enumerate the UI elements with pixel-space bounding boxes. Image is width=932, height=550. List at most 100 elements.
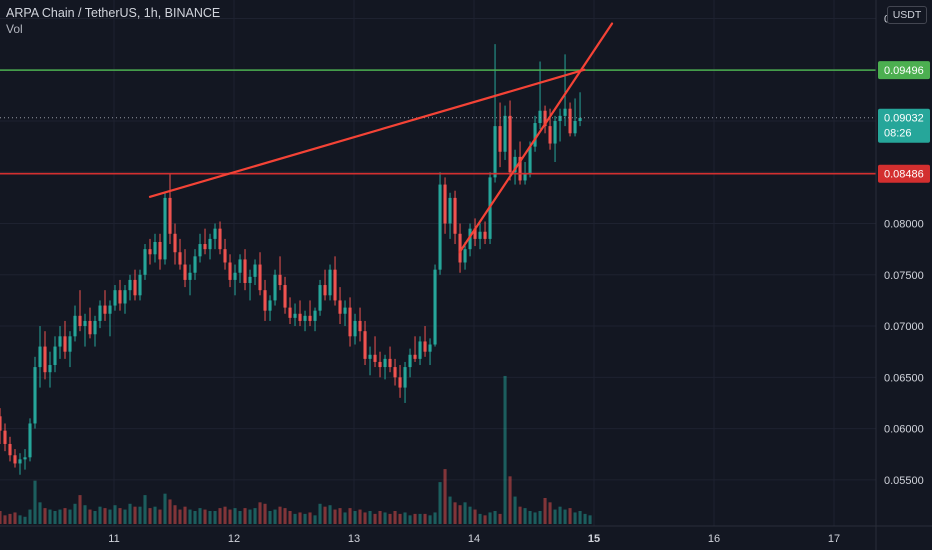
volume-bar	[228, 509, 232, 524]
candle-body	[438, 184, 442, 270]
volume-bar	[448, 496, 452, 524]
volume-bar	[8, 513, 12, 524]
candle-body	[183, 264, 187, 280]
volume-bar	[403, 512, 407, 524]
x-tick-label: 11	[108, 533, 119, 545]
volume-bar	[503, 375, 507, 524]
volume-bar	[83, 505, 87, 524]
volume-bar	[128, 503, 132, 524]
candle-body	[448, 197, 452, 224]
candle-body	[208, 238, 212, 250]
candle-body	[28, 423, 32, 458]
candle-body	[528, 146, 532, 175]
candle-body	[258, 264, 262, 291]
candle-body	[388, 358, 392, 368]
x-tick-label: 16	[708, 533, 720, 545]
candle-body	[398, 377, 402, 388]
volume-bar	[493, 511, 497, 524]
volume-bar	[53, 511, 57, 524]
candle-body	[23, 457, 27, 460]
candle-body	[178, 252, 182, 265]
candle-body	[68, 336, 72, 352]
currency-button[interactable]: USDT	[887, 6, 927, 24]
volume-bar	[0, 511, 2, 524]
candle-body	[268, 300, 272, 311]
y-tick-label: 0.05500	[884, 475, 924, 487]
volume-bar	[438, 482, 442, 524]
volume-bar	[463, 502, 467, 524]
volume-bar	[398, 513, 402, 524]
candle-body	[153, 241, 157, 255]
candle-body	[453, 197, 457, 234]
candle-body	[48, 365, 52, 373]
candle-body	[403, 367, 407, 388]
volume-bar	[563, 509, 567, 524]
candles	[0, 44, 582, 475]
grid	[0, 0, 876, 526]
lower-trendline	[458, 22, 614, 254]
resistance-price-label-box	[878, 61, 930, 80]
volume-bar	[208, 511, 212, 524]
volume-bar	[283, 508, 287, 524]
volume-bar	[78, 495, 82, 524]
candle-body	[73, 315, 77, 337]
volume-bar	[348, 508, 352, 524]
volume-bar	[523, 508, 527, 524]
volume-bar	[13, 512, 17, 524]
volume-bar	[428, 515, 432, 524]
volume-bar	[143, 495, 147, 524]
candle-body	[138, 274, 142, 296]
countdown-label: 08:26	[884, 128, 912, 140]
volume-bar	[333, 509, 337, 524]
candle-body	[133, 279, 137, 296]
candle-body	[18, 459, 22, 464]
volume-bar	[163, 493, 167, 524]
volume-bar	[488, 512, 492, 524]
candle-body	[328, 269, 332, 296]
candle-body	[198, 244, 202, 257]
volume-bar	[203, 509, 207, 524]
volume-bar	[368, 511, 372, 524]
volume-bar	[313, 515, 317, 524]
candle-body	[538, 110, 542, 124]
candle-body	[213, 228, 217, 239]
candle-body	[378, 361, 382, 368]
x-tick-label: 13	[348, 533, 360, 545]
chart-legend-title: ARPA Chain / TetherUS, 1h, BINANCE	[6, 6, 221, 20]
volume-bar	[113, 505, 117, 524]
candle-body	[298, 313, 302, 321]
candle-body	[368, 354, 372, 359]
drawn-lines	[0, 22, 876, 254]
volume-bar	[413, 513, 417, 524]
candle-body	[423, 341, 427, 352]
volume-bar	[443, 469, 447, 524]
volume-bar	[88, 509, 92, 524]
volume-bar	[258, 502, 262, 524]
volume-bar	[248, 509, 252, 524]
volume-bar	[33, 480, 37, 524]
volume-bar	[103, 508, 107, 524]
candle-body	[458, 233, 462, 263]
candle-body	[428, 344, 432, 352]
volume-bar	[28, 509, 32, 524]
volume-bar	[388, 513, 392, 524]
y-tick-label: 0.07000	[884, 321, 924, 333]
candle-body	[533, 123, 537, 147]
candle-body	[158, 241, 162, 260]
volume-bar	[323, 506, 327, 524]
candle-body	[558, 115, 562, 121]
candle-body	[498, 126, 502, 152]
candle-body	[43, 346, 47, 373]
support-price-label: 0.08486	[884, 169, 924, 181]
candle-body	[418, 341, 422, 359]
candle-body	[78, 315, 82, 327]
candle-body	[103, 305, 107, 314]
volume-bar	[108, 509, 112, 524]
candle-body	[468, 228, 472, 250]
candle-body	[393, 367, 397, 378]
volume-bar	[578, 511, 582, 524]
candle-body	[148, 249, 152, 255]
volume-bar	[543, 498, 547, 524]
